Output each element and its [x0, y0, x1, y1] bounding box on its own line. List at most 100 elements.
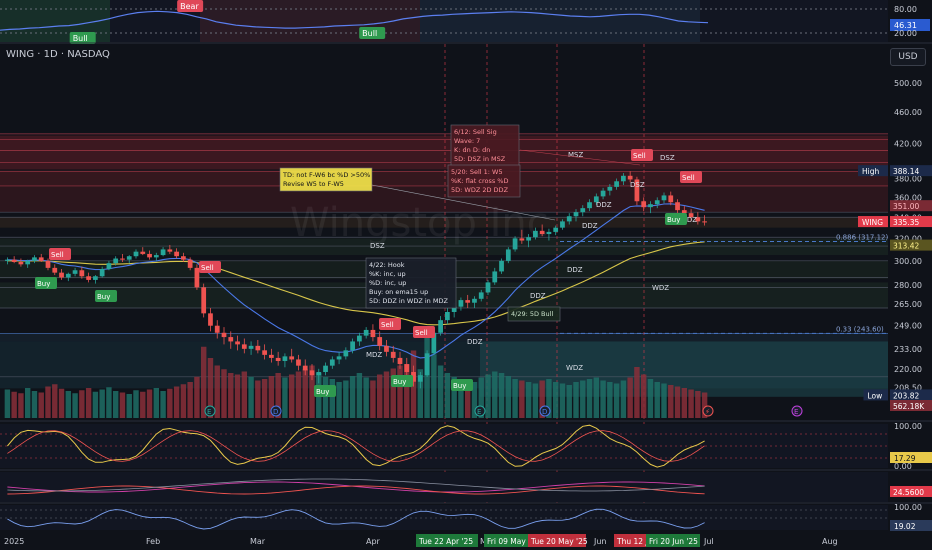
currency-button[interactable]: USD [890, 48, 926, 66]
candle [221, 332, 227, 338]
candle [241, 344, 247, 349]
annotation-note [447, 164, 521, 198]
volume-bar [194, 376, 200, 418]
volume-bar [4, 389, 11, 418]
candle [675, 202, 680, 211]
event-marker-label: D [542, 408, 547, 416]
annotation-note [279, 167, 373, 192]
candle [417, 375, 423, 382]
y-axis-tick: 208.50 [894, 384, 922, 393]
volume-bar [207, 358, 214, 418]
x-axis-date-tag-label: Fri 09 May '25 [487, 537, 540, 546]
top-axis-tick: 80.00 [894, 5, 917, 14]
price-tag [890, 389, 932, 401]
x-axis-date-tag [484, 534, 540, 547]
top-signal-badge-label: Bull [73, 34, 88, 43]
candle [688, 213, 694, 218]
top-value-tag [890, 19, 930, 31]
volume-bar [52, 384, 58, 418]
zone-band [0, 135, 888, 170]
price-tag-label-bg [858, 216, 888, 228]
candle [133, 251, 139, 257]
candle [336, 356, 342, 360]
candle [106, 263, 112, 270]
volume-bar [58, 388, 65, 418]
top-signal-badge-label: Bull [362, 29, 377, 38]
volume-bar [329, 379, 336, 418]
annotation-note-line: TD: not F-W6 bc %D >50% [282, 171, 370, 179]
price-tag-label-bg [863, 389, 888, 401]
price-tag-value: 203.82 [893, 391, 919, 400]
candle [99, 269, 105, 277]
candle [431, 332, 437, 354]
volume-bar [133, 390, 139, 418]
volume-bar [688, 389, 694, 418]
signal-badge-label: Sell [415, 329, 428, 337]
signal-badge-label: Sell [381, 321, 394, 329]
volume-bar [160, 391, 166, 418]
volume-bar [376, 374, 383, 418]
signal-badge-label: Sell [51, 251, 64, 259]
event-marker [204, 405, 216, 417]
dmi-line [7, 485, 705, 495]
volume-bar [221, 369, 227, 418]
annotation-note-line: 6/12: Sell Sig [454, 128, 497, 136]
zone-label: DDZ [530, 292, 546, 300]
volume-bar [464, 380, 471, 418]
event-marker [474, 405, 486, 417]
candle [302, 365, 308, 371]
x-axis-label: Jul [703, 537, 714, 546]
annotation-note-line: 4/22: Hook [369, 261, 405, 269]
price-tag [890, 239, 932, 251]
candle [32, 257, 37, 261]
top-axis-tick: 20.00 [894, 29, 917, 38]
candle [59, 272, 64, 278]
candle [153, 255, 159, 258]
annotation-connector [519, 149, 641, 166]
top-signal-badge [359, 27, 386, 39]
signal-badge-label: Buy [316, 388, 329, 396]
volume-bar [92, 391, 99, 418]
volume-bar [498, 373, 505, 418]
candle [181, 256, 186, 260]
volume-bar [695, 391, 701, 418]
osc-value-tag [890, 452, 932, 463]
volume-bar [11, 391, 17, 418]
candle [255, 345, 261, 351]
ma-fast-line [7, 203, 705, 359]
candle [695, 217, 701, 222]
candle [357, 335, 362, 342]
annotation-note-line: %K: flat cross %D [451, 177, 509, 185]
candle [519, 238, 525, 241]
price-tag [890, 400, 932, 411]
candle [228, 337, 234, 342]
fib-level-label: 0.886 (317.12) [836, 234, 888, 242]
candle [86, 276, 91, 280]
candle [512, 238, 518, 250]
volume-bar [681, 388, 688, 418]
volume-bar [38, 392, 44, 418]
volume-bar [607, 382, 613, 418]
candle [404, 364, 410, 372]
candle [499, 260, 504, 272]
event-marker [702, 405, 714, 417]
candle [533, 230, 538, 238]
price-tag [890, 165, 932, 177]
volume-bar [18, 393, 24, 418]
volume-bar [200, 346, 207, 418]
candle [113, 258, 119, 264]
volume-bar [668, 385, 674, 418]
volume-bar [532, 383, 539, 418]
signal-badge-label: Buy [393, 378, 406, 386]
volume-bar [234, 374, 241, 418]
signal-badge [35, 277, 57, 289]
candle [363, 329, 369, 336]
volume-bar [268, 376, 275, 418]
volume-bar [356, 373, 363, 418]
volume-bar [552, 382, 559, 418]
x-axis-date-tag [416, 534, 478, 547]
symbol-title: WING · 1D · NASDAQ [6, 49, 110, 60]
y-axis-tick: 265.00 [894, 300, 922, 309]
volume-bar [65, 391, 72, 418]
volume-bar [397, 365, 403, 418]
